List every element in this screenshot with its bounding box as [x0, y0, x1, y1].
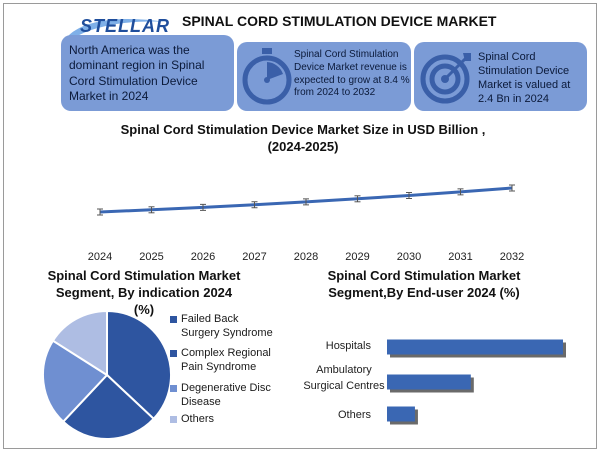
x-tick-label: 2032 — [500, 251, 524, 263]
pie-slice — [106, 309, 172, 421]
legend-label: Complex Regional Pain Syndrome — [181, 347, 271, 374]
logo-swoosh-icon — [68, 18, 166, 38]
legend-swatch — [170, 416, 177, 423]
line-chart: 2024 2025 2026 2027 2028 2029 2030 2031 2032 — [88, 184, 524, 263]
line-point — [200, 203, 206, 211]
pie-chart — [42, 309, 172, 440]
info-card-growth: Spinal Cord Stimulation Device Market re… — [237, 42, 411, 111]
x-tick-label: 2024 — [88, 251, 112, 263]
info-card-value: Spinal Cord Stimulation Device Market is… — [414, 42, 587, 111]
info-card-value-text: Spinal Cord Stimulation Device Market is… — [478, 51, 571, 106]
bar-category-label: Ambulatory Surgical Centres — [303, 364, 385, 392]
x-tick-label: 2031 — [448, 251, 472, 263]
line-point — [148, 206, 155, 214]
bar — [387, 406, 415, 422]
x-tick-label: 2029 — [345, 251, 369, 263]
info-card-growth-text: Spinal Cord Stimulation Device Market re… — [294, 49, 410, 99]
line-point — [251, 201, 258, 209]
bar-chart-title: Spinal Cord Stimulation Market Segment,B… — [327, 268, 521, 300]
pie-slice — [51, 309, 108, 377]
line-point — [303, 198, 309, 206]
pie-slice — [61, 373, 156, 440]
line-point — [406, 191, 412, 199]
bar — [387, 339, 563, 355]
line-point — [457, 188, 464, 196]
x-tick-label: 2027 — [242, 251, 266, 263]
pie-legend-item: Failed Back Surgery Syndrome — [170, 312, 276, 341]
line-point — [354, 195, 361, 203]
bar-chart: Hospitals Ambulatory Surgical Centres Other… — [303, 339, 566, 425]
logo-text: STELLAR — [80, 16, 170, 36]
legend-label: Failed Back Surgery Syndrome — [181, 313, 273, 340]
x-tick-label: 2028 — [294, 251, 318, 263]
target-icon — [420, 53, 471, 104]
x-tick-label: 2026 — [191, 251, 215, 263]
infographic-frame: STELLAR Market Research Pvt. Ltd. SPINAL… — [3, 3, 597, 449]
legend-swatch — [170, 350, 177, 357]
stopwatch-icon — [242, 48, 292, 105]
line-point — [509, 184, 515, 192]
info-card-region: North America was the dominant region in… — [61, 35, 234, 111]
bar-category-label: Hospitals — [326, 340, 372, 352]
pie-legend-item: Others — [170, 412, 276, 426]
bar — [387, 374, 471, 390]
x-tick-label: 2025 — [139, 251, 163, 263]
legend-swatch — [170, 385, 177, 392]
legend-swatch — [170, 316, 177, 323]
legend-label: Others — [181, 413, 215, 425]
x-tick-label: 2030 — [397, 251, 421, 263]
line-chart-title: Spinal Cord Stimulation Device Market Si… — [120, 122, 486, 154]
pie-legend-item: Complex Regional Pain Syndrome — [170, 346, 276, 375]
page-title: SPINAL CORD STIMULATION DEVICE MARKET — [182, 13, 497, 29]
legend-label: Degenerative Disc Disease — [181, 382, 271, 409]
pie-slice — [42, 339, 109, 424]
bar-category-label: Others — [338, 409, 372, 421]
info-card-region-text: North America was the dominant region in… — [69, 43, 205, 104]
pie-chart-title: Spinal Cord Stimulation Market Segment, … — [47, 268, 241, 317]
line-point — [97, 208, 103, 216]
pie-legend-item: Degenerative Disc Disease — [170, 381, 276, 410]
